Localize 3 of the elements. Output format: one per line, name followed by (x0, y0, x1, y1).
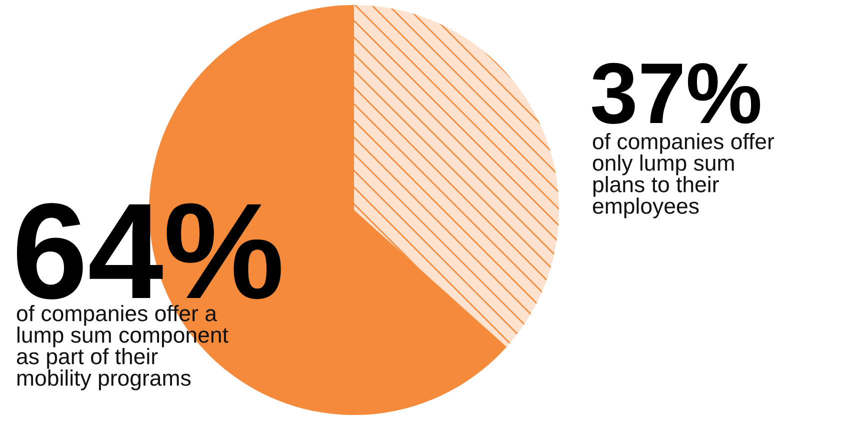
slice-label: of companies offer only lump sum plans to their employees (592, 133, 774, 218)
data-label: 37% (592, 62, 760, 124)
pie-slice (354, 5, 559, 347)
